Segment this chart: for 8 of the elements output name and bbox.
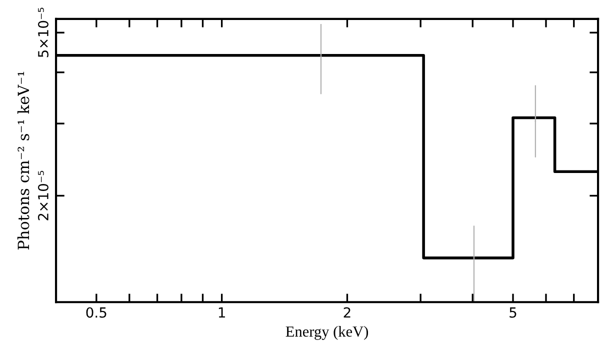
x-tick-label: 5 (510, 307, 516, 318)
y-tick-label: 2×10⁻⁵ (38, 170, 48, 220)
y-axis-title: Photons cm⁻² s⁻¹ keV⁻¹ (17, 72, 30, 250)
x-tick-label: 0.5 (86, 307, 106, 318)
x-axis-title: Energy (keV) (286, 326, 368, 340)
x-tick-label: 2 (344, 307, 350, 318)
y-tick-label: 5×10⁻⁵ (38, 8, 48, 58)
x-tick-label: 1 (218, 307, 225, 318)
